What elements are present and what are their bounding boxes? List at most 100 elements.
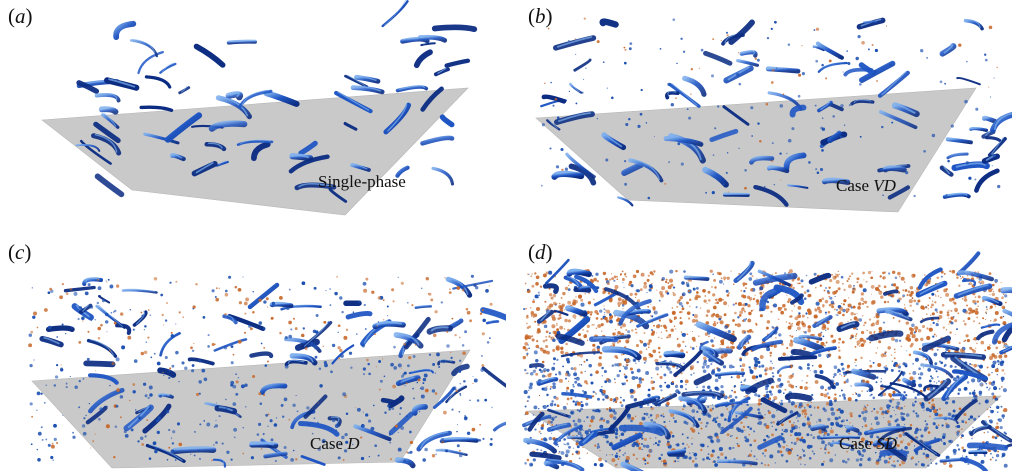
particle (933, 381, 935, 383)
particle (389, 441, 392, 444)
particle (927, 464, 930, 467)
particle (900, 415, 904, 420)
panel-b-caption: Case VD (836, 177, 896, 194)
vortex-highlight (420, 431, 449, 449)
vortex-highlight (488, 319, 497, 323)
vortex-highlight (219, 96, 249, 117)
vortex-structure (94, 173, 125, 198)
particle (625, 358, 630, 363)
particle (646, 292, 648, 294)
particle (795, 330, 798, 332)
vortex-structure (208, 120, 248, 132)
particle (668, 278, 674, 283)
particle (577, 382, 581, 387)
particle (643, 281, 647, 285)
particle (489, 337, 491, 339)
particle (434, 372, 436, 374)
particle (575, 102, 578, 105)
particle (912, 309, 915, 312)
particle (737, 444, 740, 448)
particle (705, 314, 709, 317)
particle (475, 286, 479, 290)
particle (263, 346, 266, 349)
particle (617, 458, 620, 460)
particle (799, 427, 801, 429)
particle (642, 444, 646, 448)
particle (129, 308, 132, 311)
vortex-structure (666, 448, 687, 456)
particle (731, 389, 733, 392)
particle (930, 406, 933, 409)
particle (947, 159, 950, 163)
particle (141, 314, 144, 317)
particle (861, 390, 863, 392)
particle (883, 271, 887, 274)
particle (577, 418, 582, 423)
particle (943, 365, 946, 368)
particle (837, 346, 840, 349)
particle (784, 428, 789, 433)
particle (925, 423, 929, 426)
particle (841, 340, 845, 344)
particle (337, 324, 341, 328)
vortex-structure (560, 351, 601, 358)
particle (725, 171, 728, 174)
particle (835, 279, 840, 284)
particle (664, 280, 668, 284)
vortex-highlight (685, 391, 721, 396)
particle (811, 365, 814, 367)
particle (105, 280, 107, 282)
particle (724, 325, 728, 329)
particle (723, 395, 728, 400)
particle (840, 275, 844, 279)
particle (989, 406, 992, 409)
particle (224, 289, 228, 293)
particle (714, 378, 719, 383)
particle (575, 376, 580, 381)
particle (624, 452, 626, 454)
particle (290, 328, 293, 331)
particle (621, 304, 625, 307)
particle (425, 277, 429, 281)
particle (935, 426, 939, 430)
particle (69, 287, 73, 291)
particle (580, 403, 584, 408)
particle (879, 449, 881, 452)
particle (757, 394, 761, 398)
particle (812, 398, 814, 400)
particle (81, 316, 85, 321)
panel-d-caption-prefix: Case (839, 434, 877, 453)
particle (751, 275, 754, 278)
particle (660, 460, 663, 463)
particle (956, 444, 959, 447)
particle (648, 356, 650, 358)
particle (790, 447, 794, 451)
particle (49, 287, 53, 291)
particle (113, 311, 115, 313)
particle (961, 434, 964, 438)
particle (558, 450, 561, 453)
particle (962, 320, 965, 322)
particle (730, 270, 732, 272)
particle (470, 274, 474, 278)
particle (524, 368, 527, 372)
particle (671, 434, 675, 438)
particle (302, 327, 305, 330)
particle (638, 350, 643, 355)
particle (572, 419, 576, 423)
particle (928, 415, 931, 418)
particle (720, 339, 725, 344)
particle (909, 423, 913, 427)
wall-plane (31, 349, 471, 469)
particle (707, 445, 709, 448)
particle (807, 416, 810, 419)
particle (931, 303, 934, 307)
particle (949, 364, 953, 368)
particle (904, 307, 906, 309)
particle (994, 398, 996, 400)
particle (798, 312, 801, 315)
particle (527, 400, 529, 402)
particle (876, 435, 879, 439)
vortex-highlight (881, 71, 907, 96)
particle (702, 385, 706, 389)
